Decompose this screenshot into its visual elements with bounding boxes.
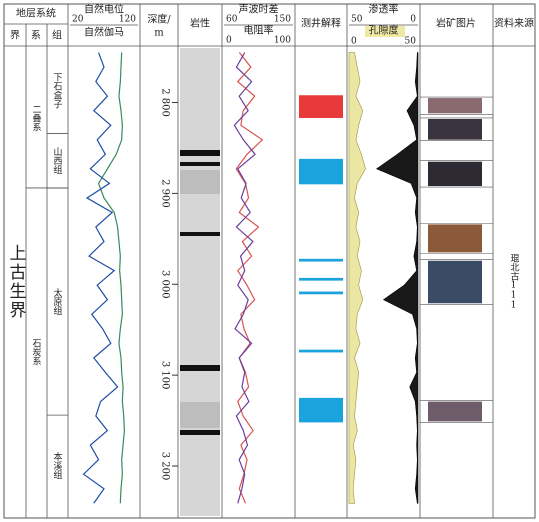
porosity-area — [348, 52, 366, 504]
header: 测井解释 — [301, 17, 341, 30]
depth-tick-label: 2 800 — [160, 88, 171, 117]
interpretation-layer — [299, 291, 343, 295]
track-name: 声波时差 — [239, 3, 279, 16]
header: 岩矿图片 — [436, 17, 476, 30]
track-name: 孔隙度 — [369, 24, 399, 37]
interpretation-layer — [299, 158, 343, 185]
coal-band — [180, 162, 220, 166]
lithology-fill — [180, 48, 220, 516]
coal-band — [180, 365, 220, 371]
header: 资料来源 — [494, 17, 534, 30]
scale-label: 150 — [274, 15, 291, 25]
source-label: 琨北古111 — [509, 253, 520, 310]
formation-label: 下石盒子 — [52, 73, 63, 109]
scale-label: 0 — [226, 36, 232, 46]
scale-label: 50 — [351, 15, 363, 25]
track-name: 自然伽马 — [84, 26, 124, 39]
frame — [3, 3, 536, 519]
core-image — [428, 161, 482, 187]
coal-band — [180, 232, 220, 236]
coal-band — [180, 430, 220, 435]
scale-label: 50 — [405, 37, 417, 47]
track-name: 电阻率 — [244, 24, 274, 37]
scale-label: 0 — [410, 15, 416, 25]
permeability-area — [375, 52, 419, 504]
log-curve — [82, 52, 119, 504]
header: m — [154, 28, 164, 39]
track-name: 自然电位 — [84, 3, 124, 16]
formation-label: 山西组 — [52, 147, 63, 174]
system-label: 石炭系 — [31, 338, 42, 365]
sand-band — [180, 170, 220, 194]
log-curve — [97, 52, 126, 504]
scale-label: 60 — [226, 15, 238, 25]
core-image — [428, 401, 482, 422]
scale-label: 100 — [274, 36, 291, 46]
sand-band — [180, 402, 220, 428]
depth-tick-label: 3 000 — [160, 270, 171, 299]
porosity-key — [365, 26, 405, 37]
era-label: 上古生界 — [6, 244, 27, 320]
core-image — [428, 260, 482, 304]
log-curve — [233, 52, 256, 504]
lithology-column — [180, 48, 220, 516]
interpretation-layer — [299, 258, 343, 262]
system-label: 二叠系 — [31, 104, 42, 131]
scale-label: 0 — [351, 37, 357, 47]
core-image — [428, 98, 482, 114]
border — [3, 3, 536, 519]
header: 地层系统 — [16, 7, 56, 20]
header: 组 — [52, 29, 62, 42]
core-image — [428, 118, 482, 140]
log-curve — [235, 52, 264, 504]
track-name: 渗透率 — [369, 3, 399, 16]
interpretation-layer — [299, 277, 343, 281]
scale-label: 120 — [119, 15, 136, 25]
depth-tick-label: 3 100 — [160, 361, 171, 390]
coal-band — [180, 150, 220, 156]
header: 深度/ — [147, 13, 171, 26]
formation-label: 太原组 — [52, 287, 63, 315]
interpretation-layer — [299, 349, 343, 353]
interpretation-layer — [299, 397, 343, 423]
interpretation-layer — [299, 95, 343, 118]
formation-label: 本溪组 — [52, 451, 63, 479]
header: 岩性 — [190, 17, 210, 30]
depth-tick-label: 2 900 — [160, 179, 171, 208]
header: 界 — [10, 30, 20, 42]
scale-label: 20 — [72, 15, 84, 25]
core-image — [428, 224, 482, 253]
header: 系 — [31, 30, 41, 42]
depth-tick-label: 3 200 — [160, 452, 171, 481]
